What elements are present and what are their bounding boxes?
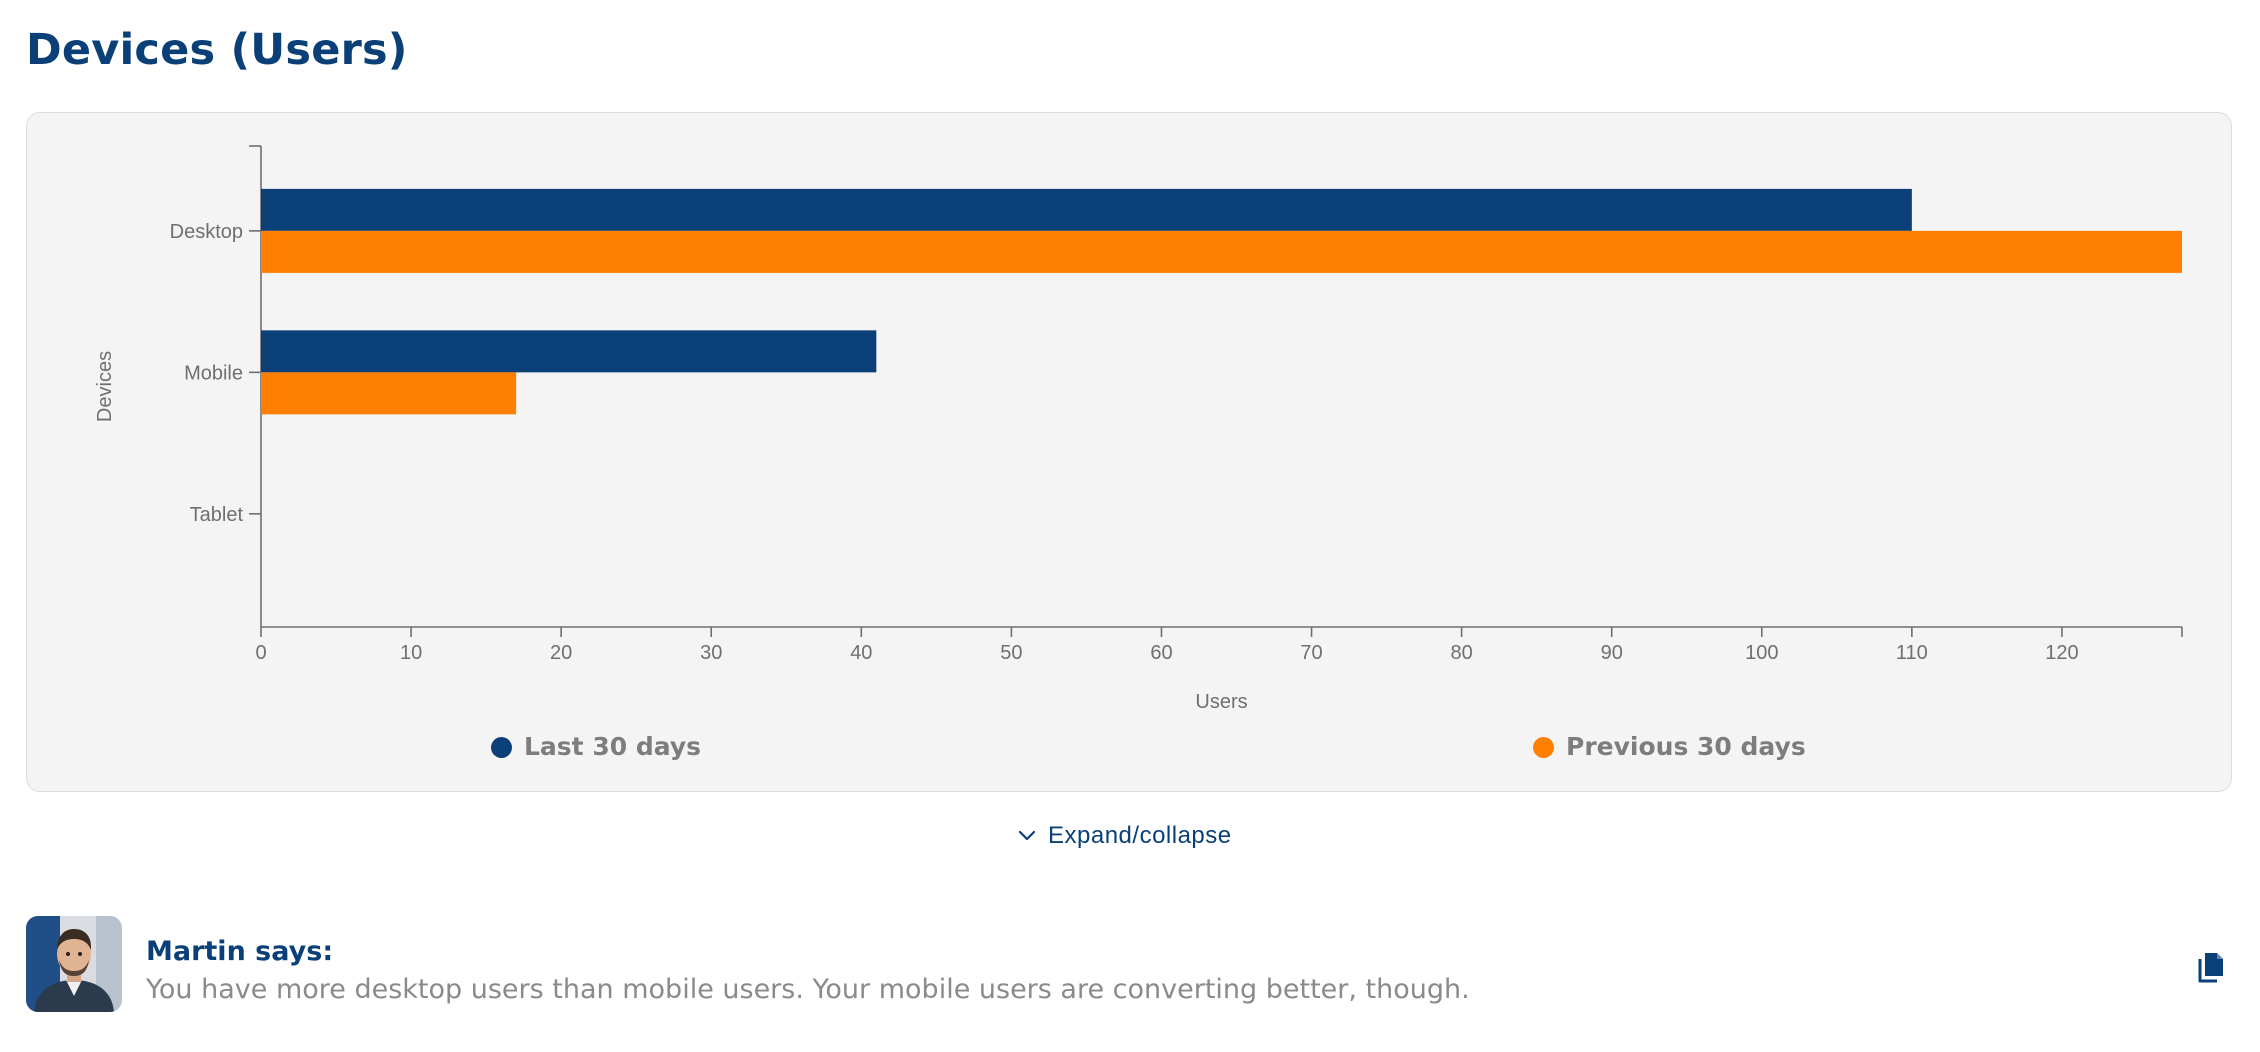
legend-label: Previous 30 days [1566, 732, 1806, 761]
x-tick-label: 80 [1451, 642, 1473, 664]
bar-desktop-series-0 [261, 188, 1912, 231]
copy-button[interactable] [2196, 950, 2226, 984]
x-tick-label: 110 [1896, 642, 1928, 664]
copy-icon [2198, 953, 2223, 983]
devices-bar-chart: Desktop Mobile Tablet 0 10 20 30 40 50 60 70 80 90 10… [94, 145, 2183, 713]
bar-mobile-series-1 [261, 372, 517, 415]
chart-card: Desktop Mobile Tablet 0 10 20 30 40 50 60 70 80 90 10… [26, 112, 2232, 792]
legend-marker [1533, 736, 1554, 758]
expand-collapse-label: Expand/collapse [1048, 822, 1232, 849]
legend-marker [491, 736, 512, 758]
chevron-down-icon [1018, 830, 1036, 841]
y-tick-label: Mobile [184, 362, 243, 384]
expand-collapse-toggle[interactable]: Expand/collapse [1016, 818, 1232, 854]
x-tick-label: 60 [1150, 642, 1172, 664]
x-tick-label: 20 [550, 642, 572, 664]
bar-desktop-series-1 [261, 230, 2182, 273]
x-tick-label: 30 [700, 642, 722, 664]
page-title: Devices (Users) [26, 25, 408, 75]
avatar-photo-icon [26, 916, 122, 1012]
x-tick-label: 120 [2045, 642, 2078, 664]
bar-mobile-series-0 [261, 330, 877, 373]
insight-message: You have more desktop users than mobile … [146, 974, 1470, 1005]
y-tick-label: Desktop [170, 221, 243, 243]
legend-item-last-30-days[interactable]: Last 30 days [491, 731, 701, 763]
y-axis-title: Devices [94, 351, 116, 422]
x-tick-label: 0 [255, 642, 266, 664]
x-tick-label: 10 [400, 642, 422, 664]
x-tick-label: 50 [1000, 642, 1022, 664]
x-tick-label: 90 [1601, 642, 1623, 664]
insight-speaker: Martin says: [146, 936, 334, 967]
avatar [26, 916, 122, 1012]
y-tick-label: Tablet [190, 504, 244, 526]
x-tick-label: 40 [850, 642, 872, 664]
legend-label: Last 30 days [524, 732, 702, 761]
x-tick-label: 70 [1300, 642, 1322, 664]
x-tick-label: 100 [1745, 642, 1778, 664]
x-axis-title: Users [1195, 691, 1247, 713]
legend-item-previous-30-days[interactable]: Previous 30 days [1533, 731, 1806, 763]
